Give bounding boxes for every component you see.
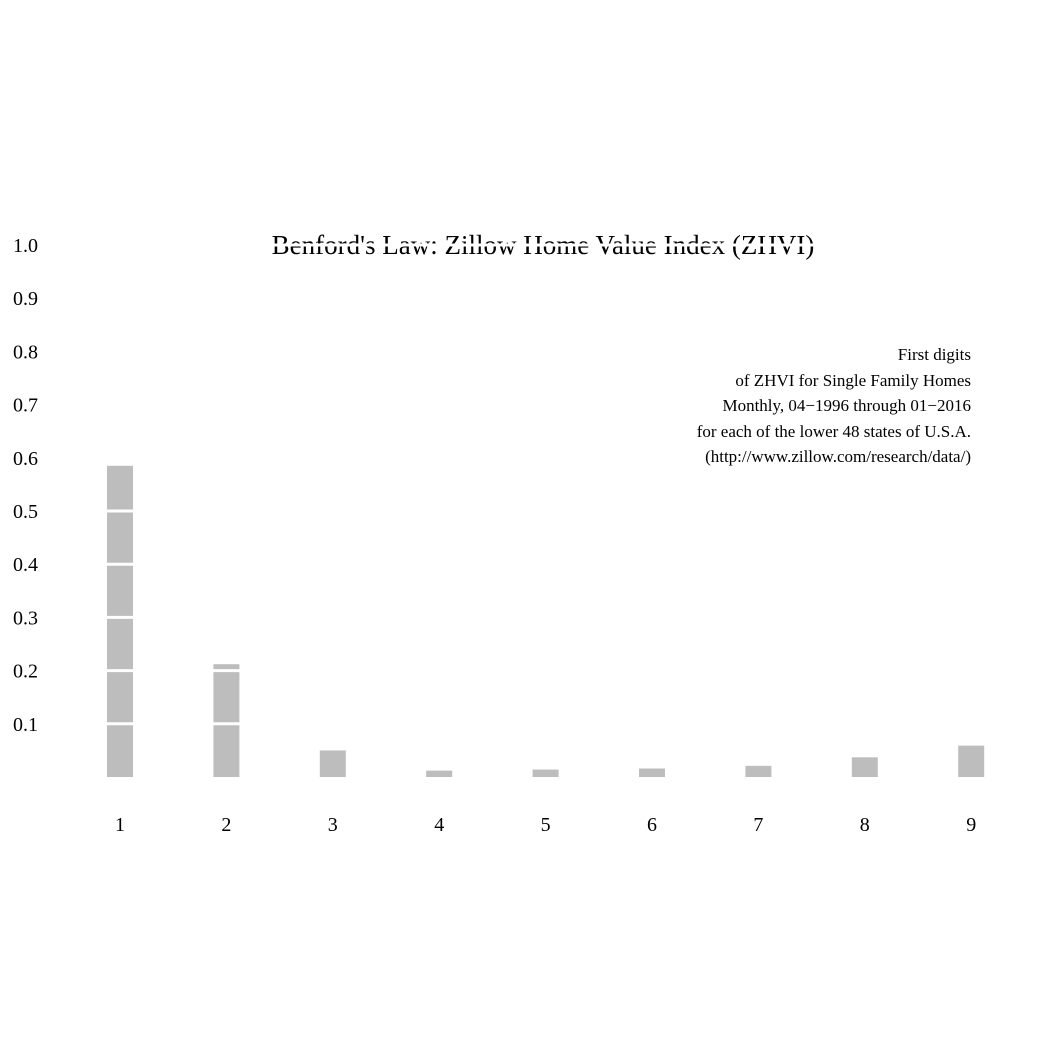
- annotation-line-5: (http://www.zillow.com/research/data/): [705, 447, 971, 466]
- x-tick-label: 9: [966, 814, 976, 836]
- y-tick-label: 0.5: [13, 501, 38, 523]
- bar: [745, 765, 772, 777]
- y-tick-label: 0.8: [13, 341, 38, 363]
- x-tick-label: 3: [328, 814, 338, 836]
- y-tick-label: 1.0: [13, 235, 38, 257]
- x-tick-label: 2: [221, 814, 231, 836]
- bar: [213, 664, 240, 777]
- x-tick-label: 1: [115, 814, 125, 836]
- bar-gridlines: [90, 243, 1000, 726]
- annotation-line-1: First digits: [898, 345, 971, 364]
- bars: [107, 465, 985, 777]
- y-tick-label: 0.4: [13, 554, 38, 576]
- bar: [319, 750, 346, 777]
- y-tick-label: 0.2: [13, 661, 38, 683]
- y-tick-label: 0.6: [13, 448, 38, 470]
- x-axis-ticks: 1 2 3 4 5 6 7 8 9: [115, 814, 976, 836]
- y-tick-label: 0.7: [13, 395, 38, 417]
- x-tick-label: 6: [647, 814, 657, 836]
- x-tick-label: 8: [860, 814, 870, 836]
- y-axis-ticks: 0.1 0.2 0.3 0.4 0.5 0.6 0.7 0.8 0.9 1.0: [13, 235, 38, 736]
- annotation-line-3: Monthly, 04−1996 through 01−2016: [722, 396, 971, 415]
- bar: [426, 770, 453, 777]
- y-tick-label: 0.3: [13, 607, 38, 629]
- bar: [958, 745, 985, 777]
- annotation-line-4: for each of the lower 48 states of U.S.A…: [697, 422, 971, 441]
- bar: [851, 757, 878, 777]
- annotation-line-2: of ZHVI for Single Family Homes: [735, 371, 971, 390]
- bar: [532, 769, 559, 777]
- y-tick-label: 0.9: [13, 288, 38, 310]
- y-tick-label: 0.1: [13, 714, 38, 736]
- x-tick-label: 5: [541, 814, 551, 836]
- bar: [639, 768, 665, 777]
- x-tick-label: 7: [753, 814, 763, 836]
- x-tick-label: 4: [434, 814, 444, 836]
- annotation: First digits of ZHVI for Single Family H…: [697, 345, 971, 466]
